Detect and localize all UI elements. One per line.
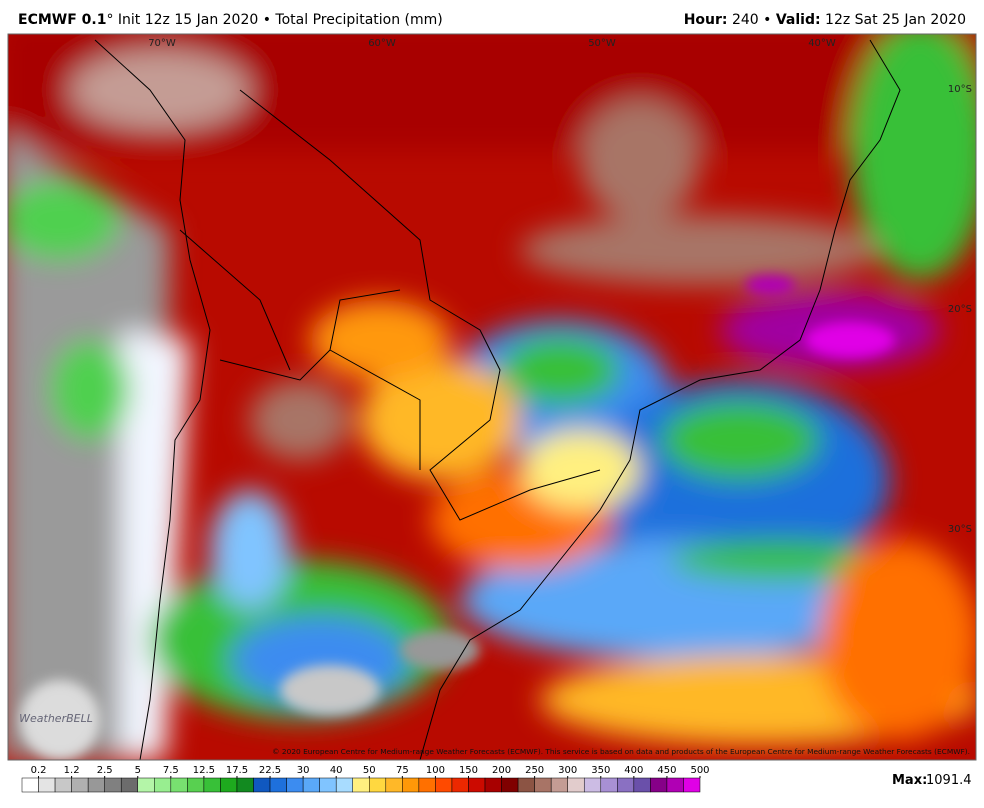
- colorbar-label: 2.5: [97, 765, 113, 776]
- colorbar-swatch: [517, 777, 535, 793]
- colorbar-label: 50: [363, 765, 376, 776]
- colorbar-swatch: [418, 777, 436, 793]
- colorbar-swatch: [87, 777, 105, 793]
- colorbar-label: 500: [690, 765, 709, 776]
- colorbar-label: 75: [396, 765, 409, 776]
- colorbar-swatch: [501, 777, 519, 793]
- colorbar-swatch: [104, 777, 122, 793]
- colorbar-swatch: [468, 777, 486, 793]
- colorbar-swatch: [302, 777, 320, 793]
- colorbar-label: 0.2: [31, 765, 47, 776]
- colorbar-swatch: [650, 777, 668, 793]
- longitude-label: 40°W: [808, 38, 836, 49]
- colorbar-label: 12.5: [193, 765, 215, 776]
- colorbar-label: 17.5: [226, 765, 248, 776]
- colorbar-swatch: [617, 777, 635, 793]
- colorbar-label: 400: [624, 765, 643, 776]
- colorbar-label: 250: [525, 765, 544, 776]
- colorbar-swatch: [402, 777, 420, 793]
- max-value: 1091.4: [926, 773, 972, 788]
- colorbar-swatch: [385, 777, 403, 793]
- colorbar-swatch: [137, 777, 155, 793]
- colorbar-swatch: [550, 777, 568, 793]
- latitude-label: 10°S: [948, 84, 972, 95]
- max-label: Max:: [892, 773, 927, 788]
- colorbar-swatch: [352, 777, 370, 793]
- valid-label: Valid:: [775, 12, 821, 28]
- colorbar-label: 1.2: [64, 765, 80, 776]
- colorbar-label: 300: [558, 765, 577, 776]
- colorbar-swatch: [203, 777, 221, 793]
- colorbar-swatch: [600, 777, 618, 793]
- colorbar-swatch: [683, 777, 701, 793]
- copyright: © 2020 European Centre for Medium-range …: [272, 747, 970, 756]
- header-right: Hour: 240 • Valid: 12z Sat 25 Jan 2020: [684, 12, 966, 28]
- colorbar-label: 200: [492, 765, 511, 776]
- colorbar-swatch: [187, 777, 205, 793]
- coastlines: [94, 39, 901, 761]
- colorbar-swatch: [435, 777, 453, 793]
- colorbar-swatch: [170, 777, 188, 793]
- longitude-label: 50°W: [588, 38, 616, 49]
- hour-label: Hour:: [683, 12, 728, 28]
- logo: WeatherBELL: [19, 712, 93, 725]
- colorbar-swatch: [71, 777, 89, 793]
- colorbar-swatch: [154, 777, 172, 793]
- colorbar-swatch: [269, 777, 287, 793]
- precip-field: [8, 34, 976, 760]
- colorbar-swatch: [583, 777, 602, 793]
- hour: 240 •: [727, 12, 776, 28]
- model-name: ECMWF 0.1: [18, 12, 107, 28]
- colorbar-swatch: [369, 777, 387, 793]
- colorbar-label: 30: [297, 765, 310, 776]
- colorbar-label: 100: [426, 765, 445, 776]
- colorbar-swatch: [38, 777, 56, 793]
- longitude-label: 60°W: [368, 38, 396, 49]
- colorbar-label: 7.5: [163, 765, 179, 776]
- colorbar-label: 40: [330, 765, 343, 776]
- valid: 12z Sat 25 Jan 2020: [820, 12, 966, 28]
- longitude-label: 70°W: [148, 38, 176, 49]
- colorbar-label: 350: [591, 765, 610, 776]
- colorbar-swatch: [633, 777, 651, 793]
- colorbar-swatch: [567, 777, 585, 793]
- colorbar-swatch: [534, 777, 552, 793]
- colorbar-swatch: [236, 777, 254, 793]
- colorbar-label: 22.5: [259, 765, 281, 776]
- colorbar-swatch: [484, 777, 502, 793]
- colorbar-swatch: [286, 777, 304, 793]
- colorbar-swatch: [319, 777, 337, 793]
- colorbar-swatch: [220, 777, 238, 793]
- colorbar-swatch: [120, 777, 139, 793]
- colorbar-swatch: [54, 777, 72, 793]
- colorbar-swatch: [253, 777, 271, 793]
- colorbar-swatch: [21, 777, 39, 793]
- latitude-label: 20°S: [948, 304, 972, 315]
- latitude-label: 30°S: [948, 524, 972, 535]
- colorbar-swatch: [666, 777, 684, 793]
- map-frame: [7, 33, 977, 761]
- header-left: ECMWF 0.1° Init 12z 15 Jan 2020 • Total …: [18, 12, 443, 28]
- colorbar-swatch: [451, 777, 469, 793]
- colorbar-label: 5: [135, 765, 141, 776]
- colorbar-label: 150: [459, 765, 478, 776]
- colorbar-swatch: [335, 777, 353, 793]
- subtitle: ° Init 12z 15 Jan 2020 • Total Precipita…: [106, 12, 443, 28]
- colorbar-label: 450: [657, 765, 676, 776]
